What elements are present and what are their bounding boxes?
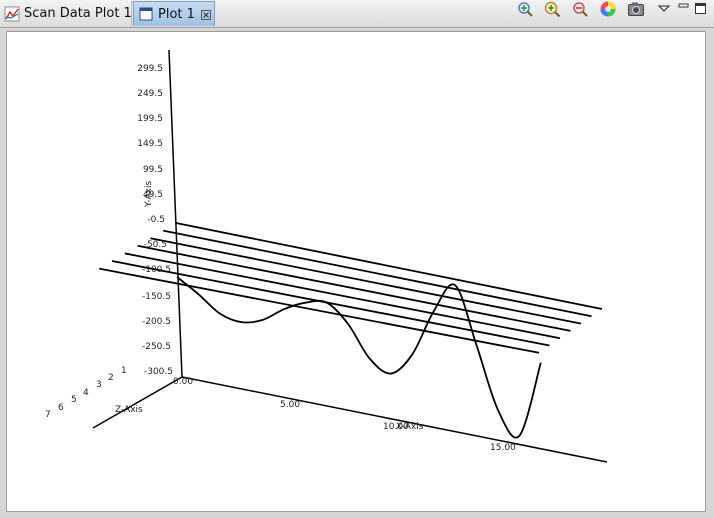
x-axis-title: X-Axis (396, 422, 424, 432)
y-tick-label: 299.5 (137, 64, 163, 74)
zoom-fit-icon[interactable] (516, 0, 534, 18)
y-tick-label: 49.5 (143, 190, 163, 200)
y-tick-label: 149.5 (137, 139, 163, 149)
y-tick-label: -250.5 (142, 342, 171, 352)
flat-series-line (150, 237, 582, 325)
minimize-icon[interactable] (677, 0, 695, 18)
x-tick-label: 5.00 (280, 400, 300, 410)
color-wheel-icon[interactable] (599, 0, 617, 18)
x-axis-line (181, 376, 608, 463)
z-tick-label: 5 (71, 395, 77, 405)
view-menu-icon[interactable] (655, 0, 673, 18)
plot-3d[interactable]: 299.5 249.5 199.5 149.5 99.5 49.5 -0.5 -… (7, 32, 705, 511)
y-tick-labels: 299.5 249.5 199.5 149.5 99.5 49.5 -0.5 -… (137, 64, 173, 377)
series-curve (176, 276, 542, 439)
zoom-in-icon[interactable] (543, 0, 561, 18)
tab-scan-data-plot[interactable]: Scan Data Plot 1 (0, 1, 132, 26)
tab-label: Plot 1 (158, 6, 195, 22)
flat-series-line (175, 222, 603, 310)
z-tick-label: 2 (108, 373, 114, 383)
y-tick-label: 99.5 (143, 165, 163, 175)
x-tick-labels: 0.00 5.00 10.00 15.00 (173, 377, 516, 453)
tab-plot-1[interactable]: Plot 1 (133, 1, 215, 26)
y-axis-title: Y-Axis (144, 181, 154, 208)
x-tick-label: 0.00 (173, 377, 193, 387)
y-tick-label: 199.5 (137, 114, 163, 124)
z-tick-labels: 1 2 3 4 5 6 7 (45, 366, 127, 420)
y-tick-label: -150.5 (142, 292, 171, 302)
y-tick-label: -0.5 (147, 215, 165, 225)
z-tick-label: 1 (121, 366, 127, 376)
window-icon (138, 6, 154, 22)
z-tick-label: 6 (58, 403, 64, 413)
y-tick-label: -50.5 (144, 240, 167, 250)
y-tick-label: -300.5 (144, 367, 173, 377)
maximize-icon[interactable] (694, 0, 712, 18)
x-tick-label: 15.00 (490, 443, 516, 453)
close-icon[interactable] (200, 9, 211, 20)
flat-series-line (137, 244, 571, 332)
z-tick-label: 4 (83, 388, 89, 398)
flat-series-line (163, 229, 592, 318)
flat-series-line (111, 260, 550, 347)
flat-series-line (99, 267, 540, 354)
camera-icon[interactable] (627, 0, 645, 18)
y-tick-label: 249.5 (137, 89, 163, 99)
y-axis-line (168, 49, 183, 378)
z-axis-line (92, 376, 183, 429)
tab-bar: Scan Data Plot 1 Plot 1 (0, 0, 714, 28)
tab-label: Scan Data Plot 1 (24, 6, 132, 21)
x-tick-label: 10.00 (383, 422, 409, 432)
y-tick-label: -200.5 (142, 317, 171, 327)
z-tick-label: 7 (45, 410, 51, 420)
z-axis-title: Z-Axis (115, 405, 143, 415)
plot-canvas[interactable]: 299.5 249.5 199.5 149.5 99.5 49.5 -0.5 -… (6, 31, 706, 512)
zoom-out-icon[interactable] (571, 0, 589, 18)
flat-series-lines (99, 222, 603, 354)
chart-icon (4, 6, 20, 22)
z-tick-label: 3 (96, 380, 102, 390)
flat-series-line (124, 252, 561, 340)
